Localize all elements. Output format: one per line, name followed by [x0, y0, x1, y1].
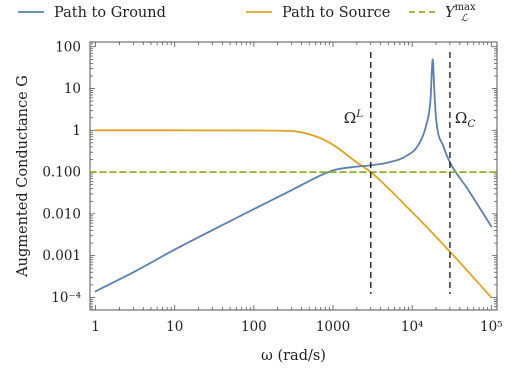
y-tick-label: 0.001	[42, 248, 81, 264]
legend-label: Ymax ℒ	[445, 2, 476, 24]
y-tick-label: 10	[64, 81, 81, 97]
x-tick-label: 1000	[316, 319, 350, 335]
series-line-path-to-ground	[94, 58, 493, 293]
series-group	[89, 58, 498, 299]
x-axis-ticks: 1 10 100 1000 10⁴ 10⁵	[91, 42, 503, 335]
x-tick-label: 10⁵	[480, 319, 503, 335]
y-tick-label: 0.010	[42, 206, 81, 222]
x-tick-label: 1	[91, 319, 100, 335]
y-tick-label: 1	[72, 123, 81, 139]
x-tick-label: 100	[241, 319, 267, 335]
y-tick-label: 0.100	[42, 165, 81, 181]
plot-frame	[89, 41, 498, 311]
series-line-path-to-source	[94, 129, 493, 299]
vline-label-2: ΩC	[455, 109, 475, 130]
vertical-markers: ΩL ΩC	[344, 52, 475, 294]
legend-label: Path to Source	[282, 5, 390, 21]
y-axis-label: Augmented Conductance G	[15, 75, 31, 278]
x-tick-label: 10	[166, 319, 183, 335]
legend: Path to Ground Path to Source Ymax ℒ	[18, 2, 476, 24]
y-tick-label: 100	[55, 39, 81, 55]
legend-label: Path to Ground	[54, 5, 166, 21]
x-axis-label: ω (rad/s)	[261, 348, 326, 364]
x-tick-label: 10⁴	[401, 319, 424, 335]
vline-label-1: ΩL	[344, 108, 363, 127]
y-tick-label: 10⁻⁴	[51, 290, 81, 306]
y-axis-ticks: 10⁻⁴ 0.001 0.010 0.100 1 10 100	[42, 39, 497, 311]
